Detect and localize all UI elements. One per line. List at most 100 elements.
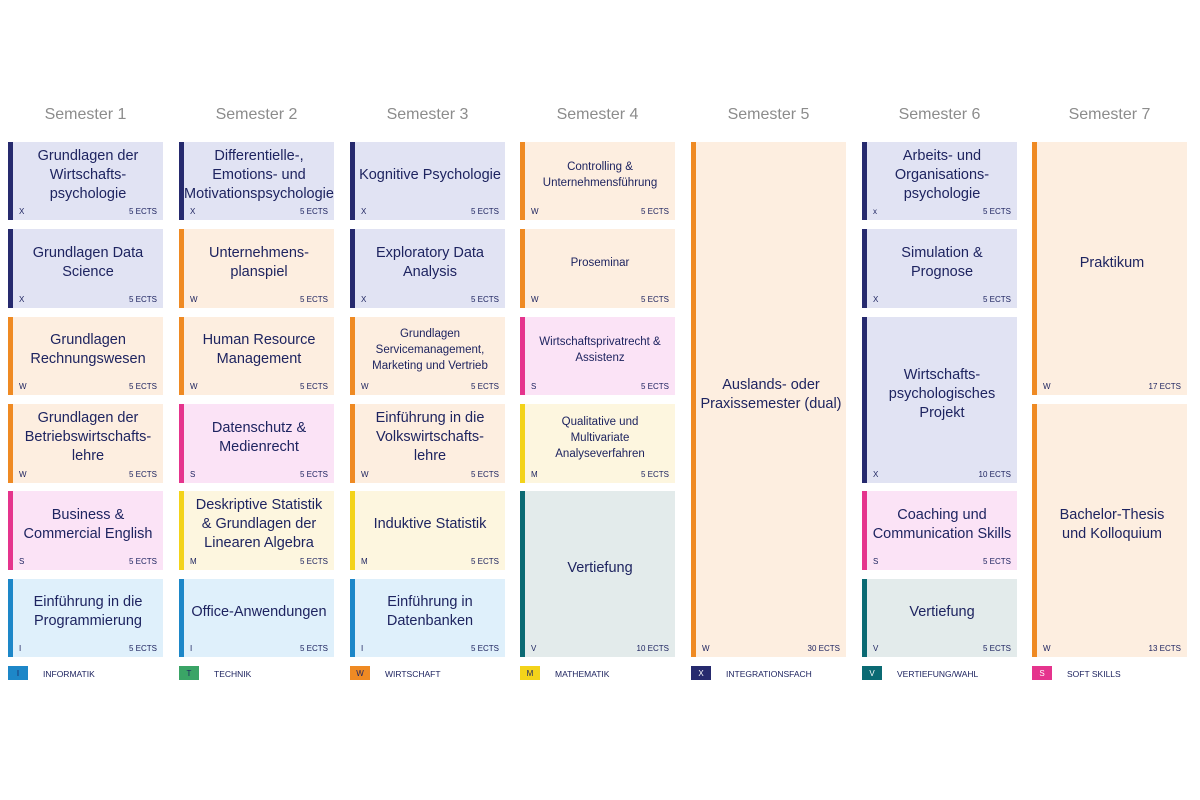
module-title: Bachelor-Thesis und Kolloquium bbox=[1059, 507, 1165, 542]
module-ects: 5 ECTS bbox=[470, 295, 499, 304]
module-category-code: X bbox=[190, 207, 196, 216]
module-ects: 5 ECTS bbox=[128, 557, 157, 566]
module-box: Simulation & Prognose X 5 ECTS bbox=[862, 229, 1017, 308]
module-box: Grundlagen Servicemanagement, Marketing … bbox=[350, 317, 505, 395]
module-ects: 10 ECTS bbox=[636, 644, 669, 653]
module-category-code: I bbox=[361, 644, 364, 653]
semester-3-header: Semester 3 bbox=[386, 106, 469, 123]
module-title: Grundlagen der Betriebswirtschafts- lehr… bbox=[24, 410, 152, 464]
module-title: Simulation & Prognose bbox=[901, 244, 983, 280]
module-category-code: W bbox=[190, 295, 198, 304]
module-box: Coaching und Communication Skills S 5 EC… bbox=[862, 491, 1017, 570]
module-ects: 5 ECTS bbox=[299, 295, 328, 304]
module-title: Wirtschafts- psychologisches Projekt bbox=[888, 366, 996, 421]
module-box: Unternehmens- planspiel W 5 ECTS bbox=[179, 229, 334, 308]
legend-swatch: W bbox=[350, 666, 370, 680]
module-ects: 5 ECTS bbox=[299, 644, 328, 653]
module-ects: 5 ECTS bbox=[640, 207, 669, 216]
semester-5-header: Semester 5 bbox=[727, 106, 810, 123]
module-category-code: I bbox=[190, 644, 193, 653]
legend-swatch: V bbox=[862, 666, 882, 680]
module-box: Controlling & Unternehmensführung W 5 EC… bbox=[520, 142, 675, 220]
module-ects: 13 ECTS bbox=[1148, 644, 1181, 653]
module-title: Proseminar bbox=[570, 256, 630, 269]
module-category-code: W bbox=[19, 470, 27, 479]
module-box: Proseminar W 5 ECTS bbox=[520, 229, 675, 308]
module-ects: 5 ECTS bbox=[640, 382, 669, 391]
module-box: Grundlagen der Betriebswirtschafts- lehr… bbox=[8, 404, 163, 483]
module-box: Datenschutz & Medienrecht S 5 ECTS bbox=[179, 404, 334, 483]
module-box: Arbeits- und Organisations- psychologie … bbox=[862, 142, 1017, 220]
module-category-code: X bbox=[361, 207, 367, 216]
module-title: Kognitive Psychologie bbox=[359, 166, 501, 183]
module-ects: 5 ECTS bbox=[640, 295, 669, 304]
legend-swatch: T bbox=[179, 666, 199, 680]
module-category-code: W bbox=[1043, 644, 1051, 653]
legend-label: WIRTSCHAFT bbox=[385, 669, 441, 679]
module-box: Einführung in Datenbanken I 5 ECTS bbox=[350, 579, 505, 657]
module-box: Deskriptive Statistik & Grundlagen der L… bbox=[179, 491, 334, 570]
module-ects: 17 ECTS bbox=[1148, 382, 1181, 391]
module-title: Wirtschaftsprivatrecht & Assistenz bbox=[539, 336, 661, 364]
legend-swatch: I bbox=[8, 666, 28, 680]
module-category-code: S bbox=[190, 470, 196, 479]
module-title: Grundlagen Rechnungswesen bbox=[30, 332, 146, 367]
module-box: Human Resource Management W 5 ECTS bbox=[179, 317, 334, 395]
module-category-code: W bbox=[361, 382, 369, 391]
module-box: Office-Anwendungen I 5 ECTS bbox=[179, 579, 334, 657]
module-category-code: M bbox=[531, 470, 538, 479]
module-box: Auslands- oder Praxissemester (dual) W 3… bbox=[691, 142, 846, 657]
module-ects: 5 ECTS bbox=[128, 382, 157, 391]
module-box: Business & Commercial English S 5 ECTS bbox=[8, 491, 163, 570]
module-box: Grundlagen Rechnungswesen W 5 ECTS bbox=[8, 317, 163, 395]
module-box: Vertiefung V 5 ECTS bbox=[862, 579, 1017, 657]
module-title: Deskriptive Statistik & Grundlagen der L… bbox=[195, 497, 323, 551]
module-box: Vertiefung V 10 ECTS bbox=[520, 491, 675, 657]
module-ects: 30 ECTS bbox=[807, 644, 840, 653]
semester-1-header: Semester 1 bbox=[44, 106, 127, 123]
module-title: Vertiefung bbox=[909, 603, 975, 620]
module-box: Grundlagen der Wirtschafts- psychologie … bbox=[8, 142, 163, 220]
module-box: Qualitative und Multivariate Analyseverf… bbox=[520, 404, 675, 483]
module-category-code: x bbox=[873, 207, 877, 216]
module-box: Wirtschaftsprivatrecht & Assistenz S 5 E… bbox=[520, 317, 675, 395]
module-title: Einführung in die Volkswirtschafts- lehr… bbox=[375, 410, 485, 464]
module-box: Praktikum W 17 ECTS bbox=[1032, 142, 1187, 395]
module-title: Datenschutz & Medienrecht bbox=[211, 419, 307, 455]
legend-swatch: M bbox=[520, 666, 540, 680]
module-ects: 5 ECTS bbox=[982, 295, 1011, 304]
module-title: Coaching und Communication Skills bbox=[872, 506, 1012, 542]
module-ects: 5 ECTS bbox=[470, 644, 499, 653]
module-category-code: I bbox=[19, 644, 22, 653]
module-ects: 5 ECTS bbox=[640, 470, 669, 479]
module-ects: 5 ECTS bbox=[299, 557, 328, 566]
semester-2-header: Semester 2 bbox=[215, 106, 298, 123]
module-ects: 5 ECTS bbox=[470, 207, 499, 216]
module-ects: 5 ECTS bbox=[299, 207, 328, 216]
module-category-code: W bbox=[361, 470, 369, 479]
module-ects: 5 ECTS bbox=[128, 470, 157, 479]
module-title: Grundlagen Data Science bbox=[32, 244, 144, 280]
module-ects: 5 ECTS bbox=[982, 557, 1011, 566]
module-category-code: W bbox=[1043, 382, 1051, 391]
module-category-code: X bbox=[873, 295, 879, 304]
module-box: Bachelor-Thesis und Kolloquium W 13 ECTS bbox=[1032, 404, 1187, 657]
module-category-code: X bbox=[19, 295, 25, 304]
module-category-code: X bbox=[873, 470, 879, 479]
module-category-code: W bbox=[531, 295, 539, 304]
module-title: Einführung in die Programmierung bbox=[33, 594, 143, 629]
legend-swatch: S bbox=[1032, 666, 1052, 680]
module-category-code: X bbox=[19, 207, 25, 216]
module-category-code: W bbox=[190, 382, 198, 391]
legend-label: MATHEMATIK bbox=[555, 669, 610, 679]
module-title: Grundlagen Servicemanagement, Marketing … bbox=[372, 328, 488, 372]
module-ects: 5 ECTS bbox=[470, 470, 499, 479]
module-ects: 5 ECTS bbox=[128, 295, 157, 304]
module-category-code: V bbox=[531, 644, 537, 653]
module-box: Wirtschafts- psychologisches Projekt X 1… bbox=[862, 317, 1017, 483]
module-title: Einführung in Datenbanken bbox=[386, 594, 474, 629]
legend-label: VERTIEFUNG/WAHL bbox=[897, 669, 979, 679]
legend-swatch: X bbox=[691, 666, 711, 680]
module-title: Unternehmens- planspiel bbox=[209, 244, 309, 280]
